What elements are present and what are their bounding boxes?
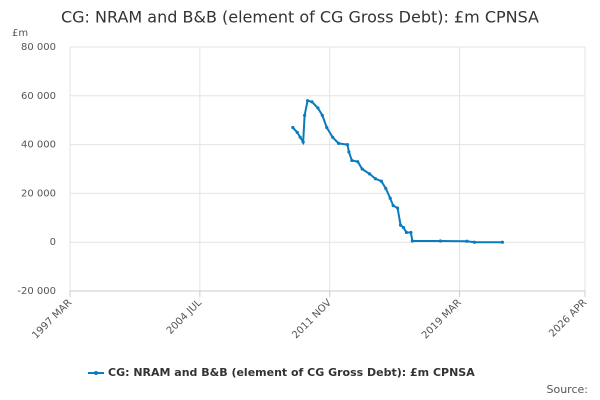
- data-point: [395, 206, 400, 210]
- data-point: [325, 125, 329, 130]
- data-point: [356, 160, 360, 164]
- y-tick-label: 60 000: [21, 91, 56, 102]
- data-point: [465, 239, 469, 243]
- data-point: [472, 240, 476, 244]
- data-point: [401, 225, 406, 230]
- data-point: [331, 135, 335, 139]
- data-point: [347, 150, 351, 154]
- series-line: [292, 99, 503, 244]
- x-tick-label: 2004 JUL: [165, 297, 205, 337]
- x-tick-label: 1997 MAR: [30, 297, 74, 341]
- data-point: [367, 172, 372, 176]
- chart-title: CG: NRAM and B&B (element of CG Gross De…: [61, 8, 539, 27]
- data-point: [295, 130, 299, 134]
- y-tick-label: 80 000: [21, 42, 56, 53]
- data-point: [345, 143, 350, 147]
- legend-marker: [94, 371, 98, 375]
- data-point: [360, 167, 364, 171]
- y-tick-label: 0: [50, 237, 56, 248]
- data-point: [410, 239, 414, 243]
- source: Source:: [547, 383, 589, 396]
- x-tick-label: 2011 NOV: [290, 297, 334, 341]
- data-point: [310, 100, 314, 104]
- data-point: [391, 204, 395, 208]
- x-tick-label: 2019 MAR: [420, 297, 464, 341]
- data-point: [373, 177, 378, 181]
- data-point: [398, 223, 403, 227]
- legend-label: CG: NRAM and B&B (element of CG Gross De…: [108, 366, 475, 379]
- data-point: [379, 179, 383, 183]
- y-unit: £m: [12, 28, 28, 39]
- data-point: [305, 99, 310, 103]
- data-point: [500, 240, 504, 244]
- data-point: [404, 230, 409, 235]
- x-tick-label: 2026 APR: [547, 297, 589, 339]
- y-tick-label: 20 000: [21, 188, 56, 199]
- data-point: [298, 135, 302, 139]
- data-point: [301, 140, 305, 144]
- data-point: [291, 125, 295, 130]
- data-point: [350, 158, 354, 163]
- data-point: [384, 186, 388, 191]
- data-point: [438, 239, 442, 243]
- data-point: [316, 106, 320, 110]
- y-tick-label: -20 000: [17, 286, 56, 297]
- data-point: [388, 196, 392, 200]
- y-tick-label: 40 000: [21, 140, 56, 151]
- data-point: [303, 113, 307, 117]
- data-point: [409, 230, 413, 235]
- data-point: [320, 113, 324, 117]
- data-point: [336, 141, 341, 145]
